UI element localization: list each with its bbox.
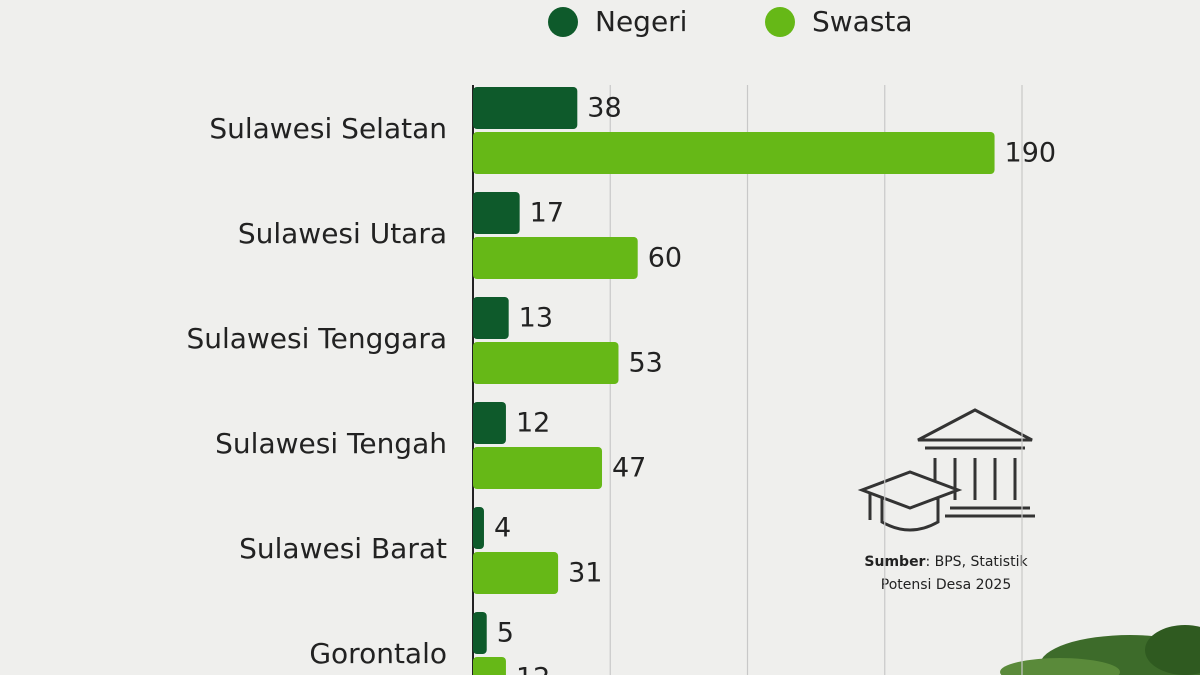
bar (473, 192, 520, 234)
bar (473, 552, 559, 594)
value-label: 60 (648, 243, 682, 274)
value-label: 47 (612, 453, 646, 484)
value-label: 190 (1005, 138, 1057, 169)
bar (473, 657, 506, 675)
legend-swatch (548, 7, 578, 37)
value-label: 53 (628, 348, 662, 379)
source-text: Sumber: BPS, Statistik (864, 554, 1028, 570)
y-tick-label: Sulawesi Utara (238, 217, 447, 250)
y-tick-label: Sulawesi Barat (239, 532, 447, 565)
bar (473, 132, 995, 174)
y-tick-label: Sulawesi Tenggara (186, 322, 447, 355)
legend-label: Negeri (595, 5, 687, 38)
value-label: 17 (530, 198, 564, 229)
bar (473, 507, 484, 549)
value-label: 13 (519, 303, 553, 334)
source-line: Potensi Desa 2025 (881, 577, 1011, 593)
bar (473, 447, 603, 489)
value-label: 38 (587, 93, 621, 124)
bar (473, 402, 506, 444)
y-tick-label: Sulawesi Selatan (209, 112, 447, 145)
education-icon (857, 408, 1035, 532)
bar (473, 87, 578, 129)
value-label: 12 (516, 408, 550, 439)
y-tick-label: Sulawesi Tengah (215, 427, 447, 460)
bar (473, 342, 619, 384)
value-label: 31 (568, 558, 602, 589)
source-line: : BPS, Statistik (925, 554, 1028, 570)
legend-label: Swasta (812, 5, 913, 38)
value-label: 12 (516, 663, 550, 675)
y-tick-label: Gorontalo (309, 637, 447, 670)
legend: Negeri Swasta (548, 5, 913, 38)
bar (473, 237, 638, 279)
bar (473, 612, 487, 654)
value-label: 4 (494, 513, 511, 544)
bar (473, 297, 509, 339)
foliage (1000, 625, 1200, 675)
value-label: 5 (497, 618, 514, 649)
legend-swatch (765, 7, 795, 37)
source-label: Sumber (864, 554, 925, 570)
